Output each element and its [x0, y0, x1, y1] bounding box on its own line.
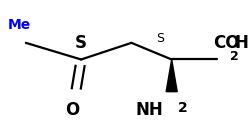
Polygon shape [166, 60, 176, 92]
Text: Me: Me [8, 18, 31, 32]
Text: CO: CO [212, 34, 239, 52]
Text: 2: 2 [229, 50, 237, 63]
Text: 2: 2 [177, 101, 187, 115]
Text: H: H [234, 34, 247, 52]
Text: O: O [65, 101, 79, 119]
Text: S: S [156, 32, 164, 45]
Text: S: S [75, 34, 87, 52]
Text: NH: NH [135, 101, 162, 119]
